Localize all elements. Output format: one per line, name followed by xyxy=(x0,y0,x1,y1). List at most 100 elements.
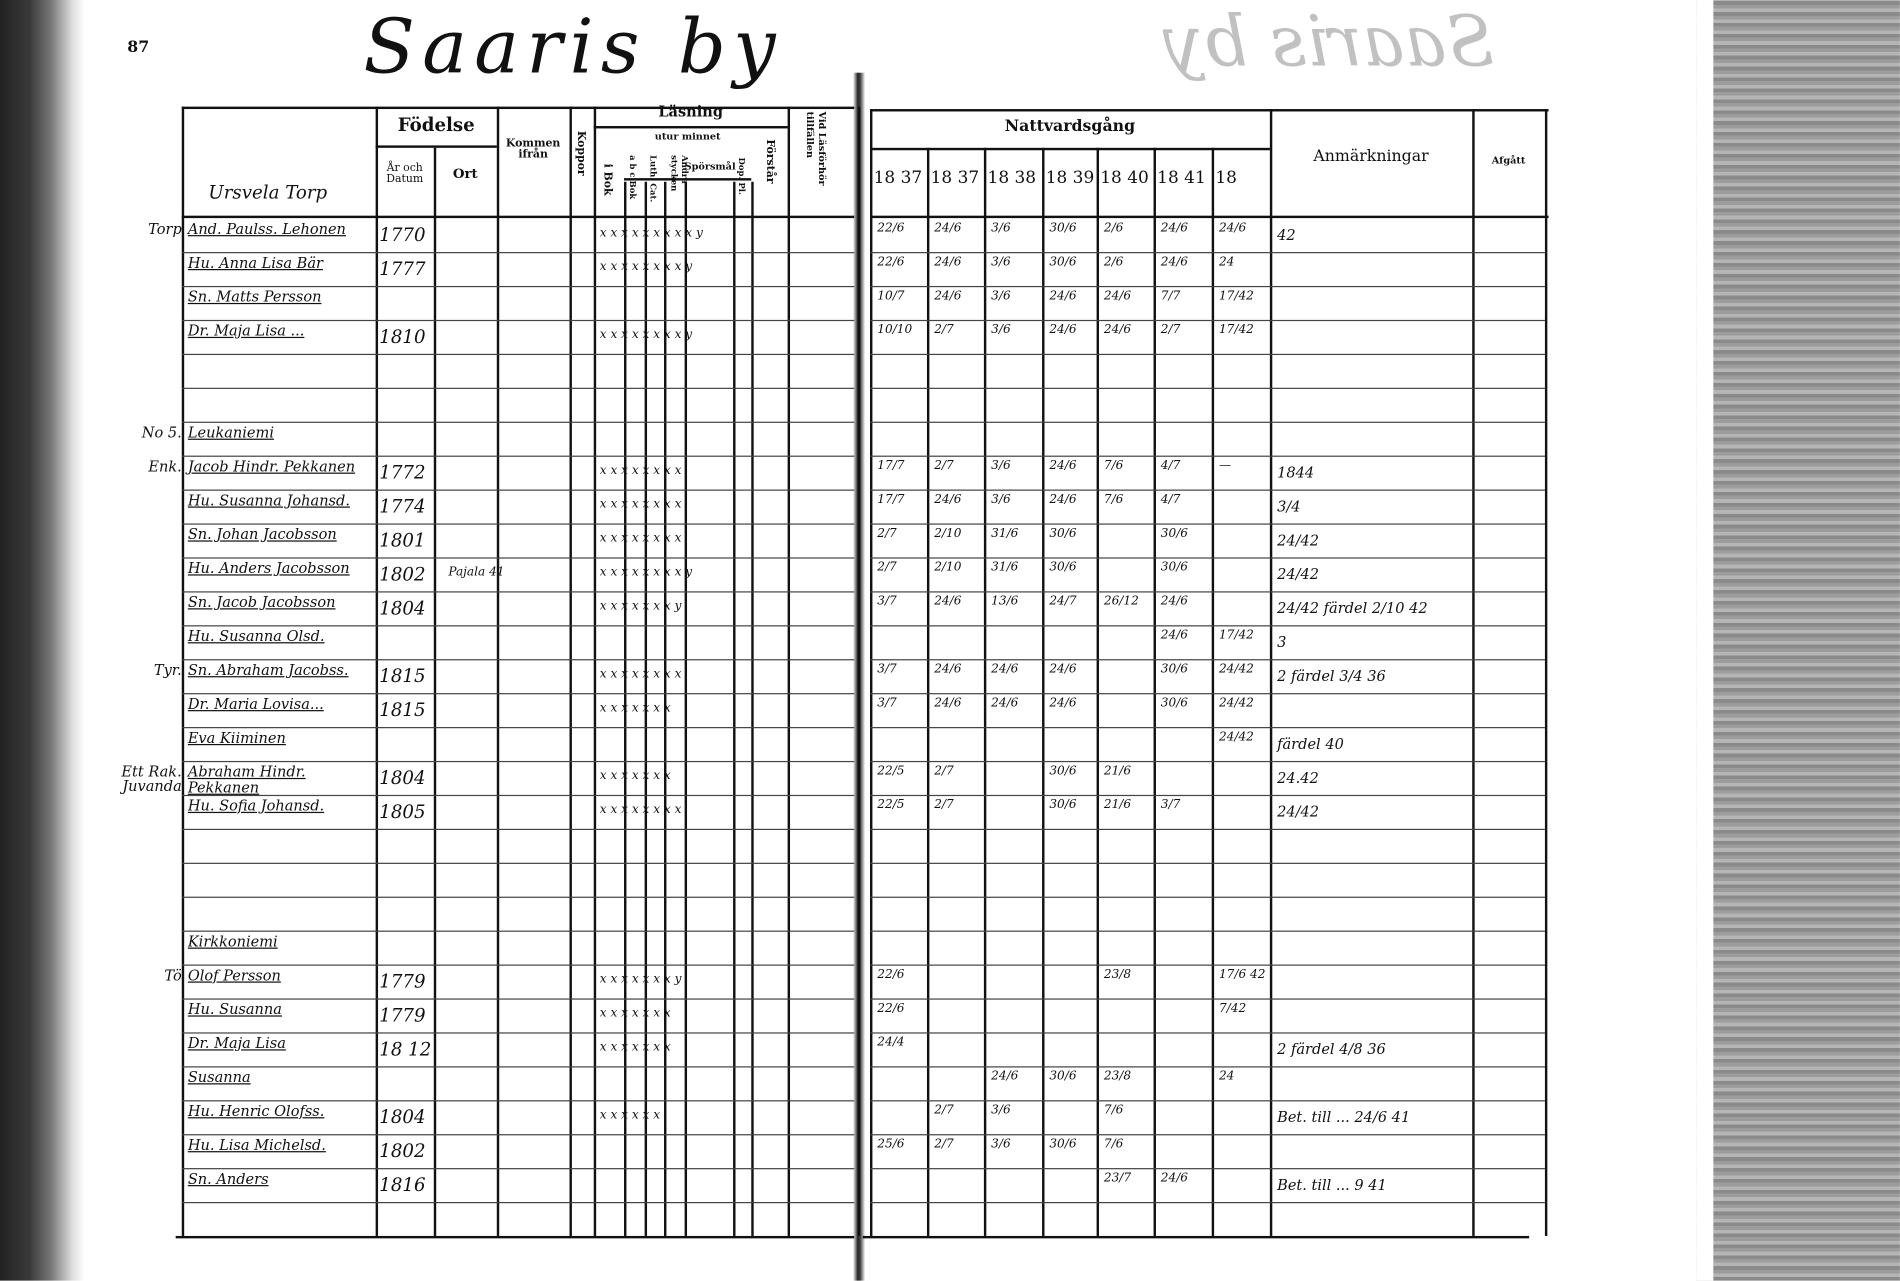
row-divider xyxy=(181,828,855,831)
row-divider xyxy=(870,252,1545,254)
row-divider xyxy=(870,896,1545,898)
row-birth-year: 1801 xyxy=(379,529,426,552)
row-communion-date: 24/4 xyxy=(877,1036,905,1050)
row-birthplace: Pajala 41 xyxy=(448,565,505,580)
row-communion-date: 24/6 xyxy=(934,221,962,236)
header-kommen-ifran: Kommen ifrån xyxy=(505,138,561,162)
column-divider xyxy=(664,181,667,1236)
row-communion-date: 24/6 xyxy=(1049,696,1077,711)
row-margin-note: Enk. xyxy=(148,458,182,475)
column-divider xyxy=(433,147,437,1236)
column-divider xyxy=(1544,109,1548,1236)
row-communion-date: 2/7 xyxy=(1160,323,1181,337)
row-name: Hu. Susanna Olsd. xyxy=(187,627,325,645)
row-communion-date: 30/6 xyxy=(1049,561,1077,575)
row-remark: 24/42 xyxy=(1277,803,1320,821)
column-divider xyxy=(1042,147,1045,1236)
header-koppor: Koppor xyxy=(574,130,587,176)
row-communion-date: 22/6 xyxy=(877,221,905,236)
header-nattvardsgang: Nattvardsgång xyxy=(1004,117,1136,136)
row-communion-date: 24/6 xyxy=(1160,628,1189,643)
row-communion-date: 17/42 xyxy=(1218,323,1254,337)
row-birth-year: 1805 xyxy=(379,800,426,823)
row-divider xyxy=(870,455,1545,457)
row-communion-date: 24/7 xyxy=(1049,594,1077,609)
row-communion-date: 3/7 xyxy=(877,594,897,609)
row-divider xyxy=(181,998,855,1000)
header-afgatt: Afgått xyxy=(1491,153,1526,167)
section-label: Ursvela Torp xyxy=(208,181,328,204)
column-divider xyxy=(1472,109,1475,1236)
scan-border-left xyxy=(0,0,85,1281)
row-divider xyxy=(870,760,1545,763)
column-divider xyxy=(751,181,754,1236)
row-birth-year: 1777 xyxy=(379,258,426,280)
row-remark: 2 färdel 3/4 36 xyxy=(1277,667,1386,685)
row-communion-date: 30/6 xyxy=(1049,221,1077,236)
row-communion-date: 24/6 xyxy=(1049,662,1077,677)
column-divider xyxy=(181,106,185,1236)
row-name: Hu. Lisa Michelsd. xyxy=(187,1136,326,1154)
row-birth-year: 1779 xyxy=(379,970,426,993)
row-communion-date: 23/7 xyxy=(1103,1171,1132,1186)
header-bottom-border-left xyxy=(181,215,855,219)
row-communion-date: 2/7 xyxy=(934,1137,954,1152)
page-title: Saaris by xyxy=(363,2,783,91)
row-divider xyxy=(870,489,1545,491)
row-communion-date: 24/6 xyxy=(1103,289,1132,303)
row-divider xyxy=(181,625,855,627)
lasning-subdivider xyxy=(593,126,788,129)
row-name: Hu. Anna Lisa Bär xyxy=(187,254,323,272)
row-name: Olof Persson xyxy=(187,966,281,984)
row-divider xyxy=(870,319,1545,322)
row-birth-year: 1772 xyxy=(379,461,426,484)
row-remark: 24/42 färdel 2/10 42 xyxy=(1277,599,1428,617)
column-divider xyxy=(569,106,572,1236)
row-communion-date: 22/5 xyxy=(877,798,905,812)
row-birth-year: 18 12 xyxy=(379,1038,432,1061)
row-name: Dr. Maria Lovisa... xyxy=(187,695,324,713)
row-remark: 2 färdel 4/8 36 xyxy=(1277,1040,1386,1058)
row-remark: 1844 xyxy=(1277,464,1315,482)
row-communion-date: 4/7 xyxy=(1160,459,1181,473)
row-communion-date: 2/10 xyxy=(934,561,962,575)
column-divider xyxy=(1269,109,1273,1236)
row-divider xyxy=(181,1032,855,1034)
row-divider xyxy=(870,693,1545,695)
row-divider xyxy=(181,285,855,288)
row-divider xyxy=(181,1066,855,1068)
row-divider xyxy=(181,964,855,966)
header-forstar: Förstår xyxy=(763,139,776,184)
row-name: Dr. Maja Lisa xyxy=(187,1034,286,1052)
row-divider xyxy=(181,421,855,423)
table-top-border-right xyxy=(870,109,1549,112)
row-communion-date: 22/6 xyxy=(877,968,905,982)
row-communion-date: 7/6 xyxy=(1103,1103,1124,1118)
row-communion-date: 17/42 xyxy=(1218,289,1254,303)
column-divider xyxy=(857,106,861,1236)
column-divider xyxy=(593,106,597,1236)
row-communion-date: 24/6 xyxy=(934,662,962,677)
row-communion-date: 24/6 xyxy=(1049,289,1077,303)
header-bottom-border-right xyxy=(870,215,1549,219)
row-name: Sn. Jacob Jacobsson xyxy=(187,593,336,611)
row-communion-date: 24/6 xyxy=(1049,323,1077,337)
row-remark: 24/42 xyxy=(1277,531,1320,549)
header-andra-stycken: Andra stycken xyxy=(668,155,691,192)
header-utur-minnet: utur minnet xyxy=(654,129,721,142)
row-communion-date: 26/12 xyxy=(1103,594,1139,609)
row-divider xyxy=(870,421,1545,423)
row-communion-date: 3/7 xyxy=(877,696,897,711)
row-divider xyxy=(870,523,1545,525)
row-communion-date: 23/8 xyxy=(1103,1069,1132,1084)
header-fodelse: Födelse xyxy=(397,113,475,136)
header-ar-och-datum: År och Datum xyxy=(386,162,424,186)
row-divider xyxy=(181,659,855,661)
nattvard-subdivider xyxy=(870,147,1270,151)
row-communion-date: 24/6 xyxy=(934,594,962,609)
row-remark: färdel 40 xyxy=(1277,735,1344,753)
row-name: Abraham Hindr. Pekkanen xyxy=(187,763,306,797)
row-communion-date: 7/6 xyxy=(1103,1137,1124,1152)
row-birth-year: 1815 xyxy=(379,665,426,688)
